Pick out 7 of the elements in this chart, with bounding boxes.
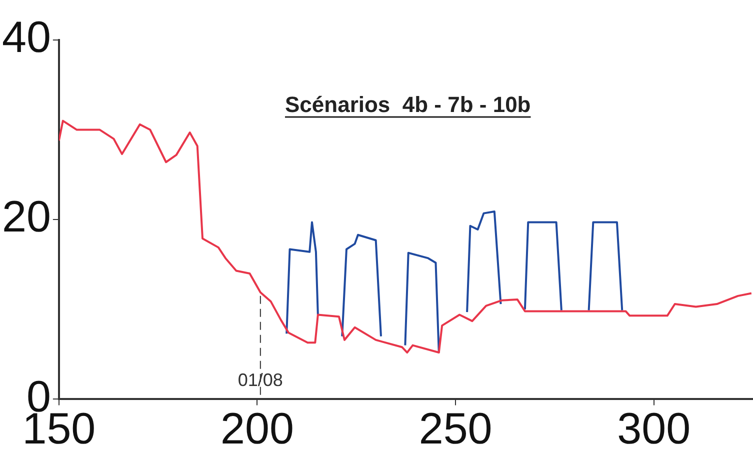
x-tick-label: 200 [220, 404, 294, 454]
x-tick-label: 300 [617, 404, 691, 454]
y-tick-label: 20 [2, 192, 51, 242]
x-tick-label: 250 [418, 404, 492, 454]
y-tick-label: 40 [2, 13, 51, 62]
annotation: Scénarios 4b - 7b - 10b [285, 92, 531, 117]
annotation: 01/08 [238, 370, 283, 390]
